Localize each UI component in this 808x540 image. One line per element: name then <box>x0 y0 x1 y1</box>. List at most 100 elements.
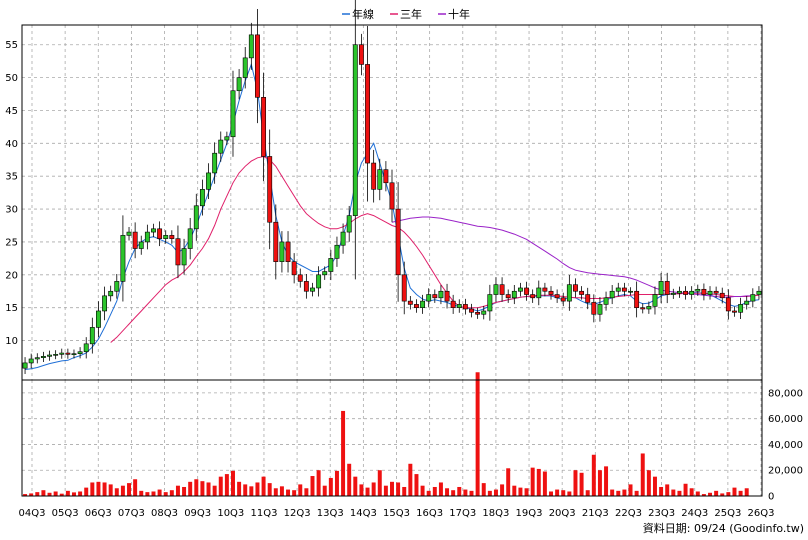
candle-body <box>28 358 34 364</box>
candle <box>22 357 28 374</box>
volume-bar <box>665 484 670 496</box>
candle <box>670 288 676 299</box>
candle <box>108 285 114 302</box>
candle-body <box>548 290 554 295</box>
candle-body <box>163 235 169 239</box>
volume-bar <box>475 372 480 496</box>
candle <box>236 69 242 100</box>
candle <box>89 317 95 354</box>
volume-bar <box>151 491 156 496</box>
candle <box>664 272 670 304</box>
candle <box>365 25 370 202</box>
volume-bar <box>200 481 205 496</box>
volume-bar <box>414 474 419 496</box>
candle <box>621 282 627 297</box>
candle <box>432 289 438 303</box>
candle-body <box>585 294 591 303</box>
candle <box>756 286 762 300</box>
volume-bar <box>231 470 235 496</box>
candle-body <box>615 287 621 292</box>
candle <box>462 298 468 315</box>
candle-body <box>224 136 230 141</box>
candle-body <box>181 248 187 266</box>
volume-bar <box>683 483 688 496</box>
x-tick-label: 10Q3 <box>217 508 244 519</box>
legend: 年線 三年 十年 <box>342 7 470 21</box>
candle-body <box>750 294 756 302</box>
candle <box>517 282 523 297</box>
candle <box>505 289 511 303</box>
volume-bar <box>145 492 150 496</box>
candle <box>261 72 267 182</box>
candle-body <box>713 290 719 294</box>
candle-body <box>77 351 83 355</box>
volume-bar <box>652 476 657 496</box>
volume-bar <box>567 491 572 496</box>
volume-tick-label: 40,000 <box>768 440 803 451</box>
candle-body <box>536 287 542 299</box>
x-axis-labels: 04Q3 05Q3 06Q3 07Q3 08Q3 09Q3 10Q3 11Q3 12Q3 13Q3… <box>19 508 775 519</box>
volume-bar <box>420 485 425 496</box>
x-tick-label: 19Q3 <box>516 508 543 519</box>
candle <box>175 225 181 279</box>
candle <box>248 22 254 70</box>
price-tick-label: 25 <box>5 237 18 248</box>
candle <box>77 347 83 359</box>
volume-bar <box>396 482 401 496</box>
volume-bar <box>298 484 303 496</box>
candle-body <box>334 244 340 259</box>
volume-bar <box>714 490 719 496</box>
volume-bar <box>41 490 46 496</box>
candle-body <box>456 304 462 308</box>
price-tick-label: 50 <box>5 73 18 84</box>
volume-bar <box>671 489 676 496</box>
volume-bar <box>426 490 431 496</box>
candle-body <box>126 231 132 236</box>
ma-line-2 <box>391 216 753 298</box>
volume-bar <box>267 483 272 496</box>
candle <box>230 70 236 157</box>
candle-body <box>597 304 603 315</box>
candle <box>322 266 328 280</box>
candle <box>426 288 432 308</box>
x-tick-label: 11Q3 <box>250 508 277 519</box>
candle <box>34 353 40 364</box>
price-tick-label: 10 <box>5 336 18 347</box>
candle-body <box>511 290 517 299</box>
candle-body <box>114 281 120 292</box>
candle <box>750 288 756 308</box>
candle <box>169 230 175 244</box>
candle <box>157 221 163 247</box>
candle-body <box>579 290 585 295</box>
volume-bar <box>322 485 327 496</box>
candle-body <box>395 208 401 276</box>
volume-bar <box>524 488 529 496</box>
candle-body <box>138 241 144 249</box>
candle-body <box>340 231 346 246</box>
candle-body <box>524 287 529 295</box>
candle <box>199 179 205 216</box>
legend-label-2: 十年 <box>448 7 470 21</box>
candle <box>738 297 744 319</box>
candle <box>181 238 187 275</box>
volume-bar <box>512 485 517 496</box>
candle <box>383 161 389 192</box>
volume-bar <box>732 487 737 496</box>
candle <box>218 131 224 162</box>
candle <box>340 223 346 254</box>
x-tick-label: 05Q3 <box>52 508 79 519</box>
footer-source: 資料日期: 09/24 (Goodinfo.tw) <box>643 521 804 535</box>
candle-body <box>377 169 383 190</box>
candle <box>53 350 59 360</box>
candle-body <box>151 228 156 233</box>
volume-bar <box>359 484 364 496</box>
candle <box>193 193 199 241</box>
volume-bar <box>108 484 113 496</box>
volume-bar <box>59 493 64 496</box>
volume-bar <box>677 490 682 496</box>
candle <box>377 158 383 201</box>
candle <box>126 226 132 241</box>
candle <box>151 223 156 238</box>
volume-bar <box>726 492 731 496</box>
